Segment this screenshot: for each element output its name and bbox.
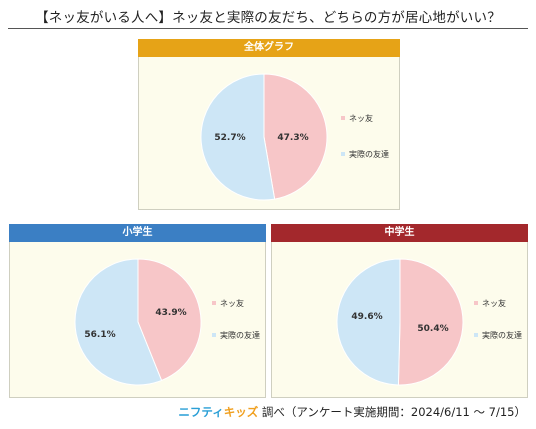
title-divider — [8, 28, 528, 29]
legend-real-friend-label: 実際の友達 — [220, 330, 260, 340]
brand-nifty: ニフティ — [178, 405, 224, 419]
value-label-real-friend: 49.6% — [351, 312, 382, 322]
panel-header-middle: 中学生 — [271, 224, 528, 242]
legend-net-friend-label: ネッ友 — [349, 113, 373, 123]
survey-period: 調べ（アンケート実施期間：2024/6/11 ～ 7/15） — [261, 405, 526, 419]
legend-real-friend-swatch — [212, 333, 216, 337]
legend-net-friend-swatch — [212, 301, 216, 305]
panel-header-elementary: 小学生 — [9, 224, 266, 242]
slice-net-friend — [137, 258, 202, 382]
legend-net-friend-swatch — [474, 301, 478, 305]
panel-header-overall: 全体グラフ — [138, 39, 400, 57]
legend-real-friend-swatch — [341, 152, 345, 156]
slice-net-friend — [263, 73, 328, 200]
legend-net-friend-swatch — [341, 116, 345, 120]
value-label-net-friend: 43.9% — [155, 308, 186, 318]
slice-net-friend — [397, 258, 464, 386]
page-title: 【ネッ友がいる人へ】ネッ友と実際の友だち、どちらの方が居心地がいい？ — [35, 10, 501, 26]
value-label-net-friend: 47.3% — [277, 133, 308, 143]
panel-overall: 全体グラフ 47.3% 52.7% ネッ友実際の友達 — [138, 39, 400, 210]
panel-middle: 中学生 50.4% 49.6% ネッ友実際の友達 — [271, 224, 528, 398]
legend-real-friend-swatch — [474, 333, 478, 337]
legend-net-friend-label: ネッ友 — [220, 298, 244, 308]
slice-real-friend — [74, 258, 163, 386]
legend-net-friend-label: ネッ友 — [482, 298, 506, 308]
slice-real-friend — [200, 73, 276, 201]
brand-kids: キッズ — [223, 405, 259, 419]
panel-elementary: 小学生 43.9% 56.1% ネッ友実際の友達 — [9, 224, 266, 398]
value-label-real-friend: 56.1% — [84, 330, 115, 340]
legend-real-friend-label: 実際の友達 — [349, 149, 389, 159]
value-label-real-friend: 52.7% — [214, 133, 245, 143]
value-label-net-friend: 50.4% — [417, 324, 448, 334]
footer-credit: ニフティキッズ 調べ（アンケート実施期間：2024/6/11 ～ 7/15） — [178, 404, 526, 420]
legend-real-friend-label: 実際の友達 — [482, 330, 522, 340]
slice-real-friend — [336, 258, 401, 386]
